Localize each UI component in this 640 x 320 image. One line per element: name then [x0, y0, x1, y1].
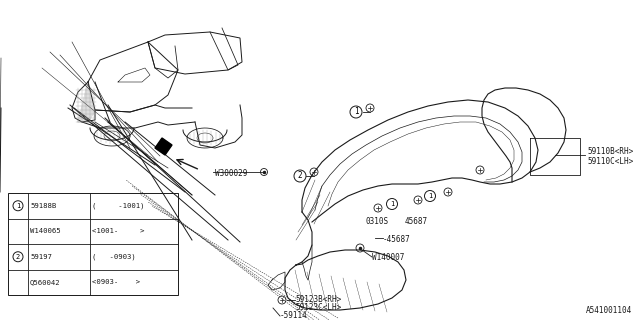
Text: W140065: W140065	[30, 228, 61, 234]
Text: <1001-     >: <1001- >	[92, 228, 145, 234]
Polygon shape	[78, 82, 95, 122]
Text: 1: 1	[354, 108, 358, 116]
Text: (   -0903): ( -0903)	[92, 253, 136, 260]
Text: 59123C<LH>: 59123C<LH>	[295, 303, 341, 313]
Text: 59110C<LH>: 59110C<LH>	[587, 157, 633, 166]
Text: -45687: -45687	[383, 236, 411, 244]
Text: 1: 1	[428, 193, 432, 199]
Text: 59188B: 59188B	[30, 203, 56, 209]
Text: 59110B<RH>: 59110B<RH>	[587, 148, 633, 156]
Text: W140007: W140007	[372, 252, 404, 261]
Text: <0903-    >: <0903- >	[92, 279, 140, 285]
Text: (     -1001): ( -1001)	[92, 203, 145, 209]
Text: 45687: 45687	[405, 218, 428, 227]
Polygon shape	[78, 82, 95, 122]
Polygon shape	[78, 82, 95, 122]
Bar	[8, 193, 178, 295]
Text: 1: 1	[16, 203, 20, 209]
Text: 1: 1	[390, 201, 394, 207]
Text: 0310S: 0310S	[365, 218, 388, 227]
Polygon shape	[155, 138, 172, 155]
Text: 2: 2	[298, 172, 302, 180]
Text: 2: 2	[16, 254, 20, 260]
Text: 59197: 59197	[30, 254, 52, 260]
Text: 59123B<RH>: 59123B<RH>	[295, 295, 341, 305]
Text: W300029: W300029	[215, 169, 248, 178]
Text: Q560042: Q560042	[30, 279, 61, 285]
Polygon shape	[78, 82, 95, 122]
Text: -59114: -59114	[280, 311, 308, 320]
Polygon shape	[78, 82, 95, 122]
Text: A541001104: A541001104	[586, 306, 632, 315]
